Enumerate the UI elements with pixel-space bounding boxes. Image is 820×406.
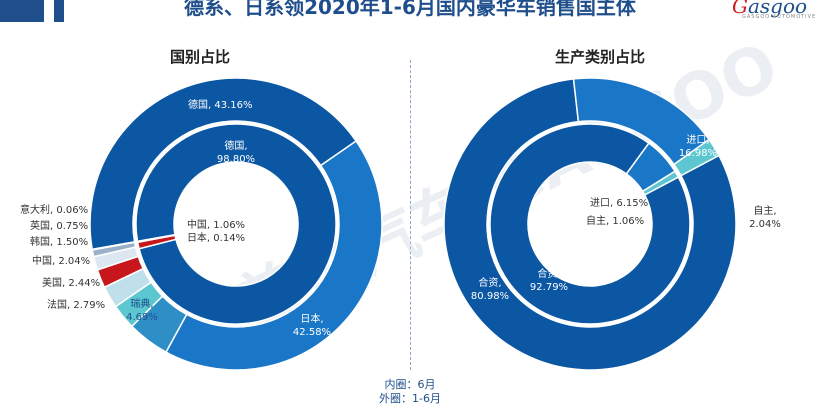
gasgoo-logo: Gasgoo: [732, 0, 807, 18]
production-inner-slice-2: [641, 170, 680, 196]
page-title: 德系、日系领2020年1-6月国内豪华车销售国主体: [184, 0, 636, 19]
label-outer-import: 进口, 16.98%: [679, 134, 717, 159]
label-inner-jv: 合资, 92.79%: [530, 267, 568, 293]
label-inner-china: 中国, 1.06%: [187, 218, 245, 231]
label-outer-jv: 合资, 80.98%: [471, 276, 509, 302]
production-type-title: 生产类别占比: [555, 48, 646, 66]
label-outer-japan: 日本, 42.58%: [293, 312, 331, 338]
label-outer-uk: 英国, 0.75%: [30, 219, 88, 232]
country-share-title: 国别占比: [170, 48, 231, 66]
country-share-chart: [89, 77, 383, 371]
logo-subtitle: GASGOO AUTOMOTIVE: [742, 14, 817, 20]
header-bar: [0, 0, 820, 22]
logo-accent: G: [732, 0, 748, 18]
label-inner-domestic: 自主, 1.06%: [586, 214, 644, 227]
label-outer-china: 中国, 2.04%: [32, 254, 90, 267]
label-outer-italy: 意大利, 0.06%: [20, 203, 88, 216]
chart-divider: [410, 60, 412, 370]
label-inner-japan: 日本, 0.14%: [187, 231, 245, 244]
header-corner-block: [0, 0, 44, 22]
header-corner-stripe: [54, 0, 64, 22]
label-outer-usa: 美国, 2.44%: [42, 276, 100, 289]
label-outer-germany: 德国, 43.16%: [188, 98, 253, 111]
country-outer-slice-1: [165, 139, 383, 371]
country-outer-slice-8: [91, 241, 136, 251]
chart-labels: 德国, 43.16% 日本, 42.58% 瑞典, 4.69% 法国, 2.79% 美国, …: [20, 98, 781, 338]
country-inner-slice-0: [135, 123, 337, 325]
production-outer-slice-0: [443, 78, 737, 371]
label-outer-korea: 韩国, 1.50%: [30, 235, 88, 248]
country-outer-slice-0: [89, 77, 358, 251]
legend-outer-note: 外圈：1-6月: [379, 392, 441, 405]
header-corner-gap: [44, 0, 54, 22]
label-inner-germany: 德国, 98.80%: [217, 139, 255, 165]
production-outer-slice-2: [672, 138, 720, 177]
label-inner-import: 进口, 6.15%: [590, 197, 648, 209]
production-inner-slice-0: [489, 123, 691, 325]
legend-inner-note: 内圈：6月: [384, 378, 436, 391]
country-inner-slice-2: [136, 233, 176, 244]
label-outer-sweden: 瑞典, 4.69%: [126, 297, 158, 323]
logo-main: asgoo: [747, 0, 808, 18]
label-outer-france: 法国, 2.79%: [47, 298, 105, 311]
label-outer-domestic: 自主, 2.04%: [749, 204, 781, 230]
production-type-chart: [443, 77, 737, 371]
